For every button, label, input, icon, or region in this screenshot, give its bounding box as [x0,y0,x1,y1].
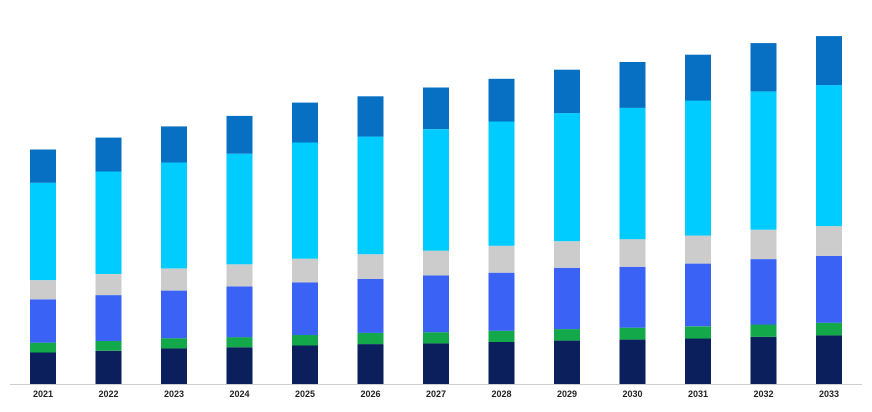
bar-segment-2030-s1 [619,339,646,384]
x-tick-labels: 2021 2022 2023 2024 2025 2026 2027 2028 2029 2030… [33,389,839,399]
bar-segment-2026-s2 [357,332,384,345]
bar-segment-2032-s5 [750,91,777,230]
x-tick-label: 2021 [33,389,53,399]
bar-segment-2027-s1 [423,343,449,384]
bar-segment-2024-s3 [226,286,253,338]
x-tick-label: 2033 [819,389,839,399]
x-tick-label: 2031 [688,389,708,399]
bar-segment-2031-s6 [685,54,711,101]
x-tick-label: 2028 [491,389,511,399]
bar-segment-2022-s5 [95,171,122,274]
bar-segment-2024-s4 [226,264,253,287]
bar-segment-2023-s5 [161,162,187,269]
bar-segment-2024-s2 [226,337,253,348]
bar-segment-2033-s6 [816,36,842,86]
x-tick-label: 2027 [426,389,446,399]
bar-segment-2028-s3 [488,272,515,331]
bar-segment-2033-s5 [816,85,842,227]
bar-segment-2031-s1 [685,338,711,384]
bar-segment-2032-s2 [750,324,777,337]
bar-segment-2033-s4 [816,226,842,256]
bar-segment-2028-s6 [488,78,515,122]
bar-segment-2022-s4 [95,274,122,296]
bar-segment-2029-s4 [554,241,580,268]
bar-segment-2026-s1 [357,344,384,384]
bar-segment-2021-s3 [30,299,56,343]
x-tick-label: 2023 [164,389,184,399]
bar-segment-2022-s1 [95,350,122,385]
bar-segment-2032-s1 [750,336,777,385]
bar-segment-2029-s1 [554,340,580,384]
bar-segment-2024-s6 [226,115,253,154]
bar-segment-2030-s2 [619,327,646,340]
x-tick-label: 2032 [753,389,773,399]
x-tick-label: 2022 [98,389,118,399]
bar-segment-2027-s5 [423,129,449,251]
bar-segment-2032-s3 [750,259,777,325]
bar-segment-2030-s4 [619,239,646,267]
bar-segment-2026-s4 [357,254,384,279]
x-tick-label: 2030 [622,389,642,399]
bar-segment-2032-s4 [750,229,777,260]
bar-segment-2021-s5 [30,182,56,281]
bar-segment-2029-s6 [554,69,580,114]
bar-segment-2028-s2 [488,330,515,342]
bar-segment-2021-s1 [30,352,56,384]
bar-segment-2030-s6 [619,62,646,108]
bar-segment-2033-s1 [816,335,842,384]
bar-segment-2023-s1 [161,348,187,384]
bar-segment-2023-s2 [161,338,187,349]
bar-segment-2023-s3 [161,290,187,339]
bar-segment-2021-s2 [30,342,56,353]
bar-segment-2024-s5 [226,153,253,265]
bar-segment-2031-s4 [685,235,711,264]
bar-segment-2031-s3 [685,263,711,327]
bar-segment-2028-s4 [488,245,515,273]
bar-segment-2033-s3 [816,255,842,323]
bar-segment-2027-s3 [423,275,449,333]
bar-segment-2031-s2 [685,326,711,339]
bar-segment-2026-s3 [357,279,384,333]
bar-segment-2027-s4 [423,250,449,276]
x-tick-label: 2029 [557,389,577,399]
bar-segment-2031-s5 [685,100,711,236]
bar-segment-2029-s2 [554,329,580,341]
bar-segment-2027-s2 [423,332,449,344]
bar-segment-2025-s3 [292,282,318,335]
bar-segment-2025-s1 [292,345,318,384]
bar-segment-2021-s6 [30,149,56,183]
x-tick-label: 2026 [360,389,380,399]
bar-segment-2027-s6 [423,87,449,130]
bar-segment-2024-s1 [226,347,253,385]
bar-segment-2022-s3 [95,295,122,341]
bar-segment-2028-s5 [488,121,515,246]
bar-segment-2022-s2 [95,340,122,351]
bar-segment-2025-s4 [292,258,318,283]
bars-layer [30,36,842,385]
bar-segment-2029-s5 [554,113,580,242]
bar-segment-2025-s2 [292,335,318,346]
x-tick-label: 2025 [295,389,315,399]
bar-segment-2026-s5 [357,136,384,255]
bar-segment-2022-s6 [95,137,122,172]
bar-segment-2032-s6 [750,43,777,92]
bar-segment-2026-s6 [357,96,384,137]
bar-segment-2030-s5 [619,107,646,240]
bar-segment-2033-s2 [816,322,842,336]
x-tick-label: 2024 [229,389,249,399]
bar-segment-2029-s3 [554,267,580,330]
bar-segment-2021-s4 [30,280,56,300]
bar-segment-2028-s1 [488,342,515,384]
bar-segment-2025-s5 [292,142,318,259]
bar-segment-2025-s6 [292,102,318,143]
bar-segment-2030-s3 [619,266,646,328]
bar-segment-2023-s4 [161,268,187,291]
bar-segment-2023-s6 [161,126,187,163]
